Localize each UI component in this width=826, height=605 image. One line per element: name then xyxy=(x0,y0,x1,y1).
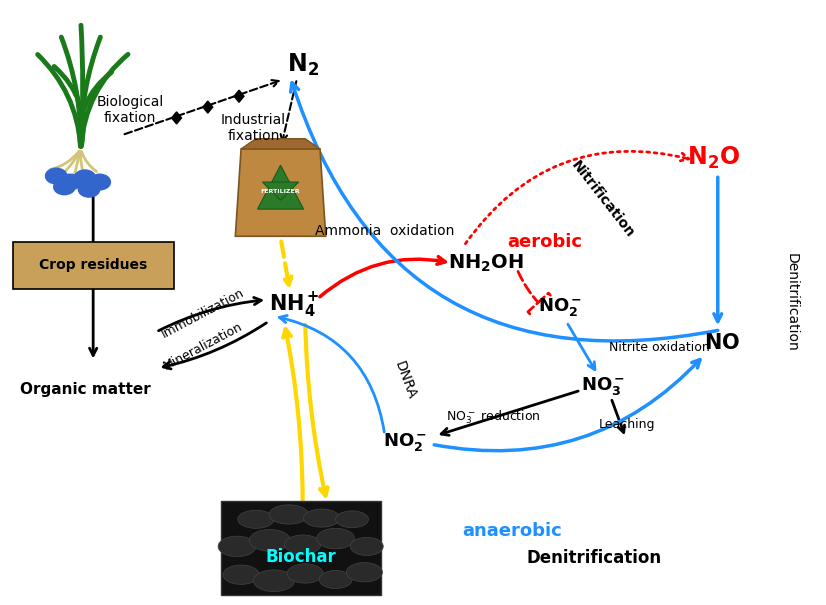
Polygon shape xyxy=(234,90,244,102)
Text: Nitrite oxidation: Nitrite oxidation xyxy=(610,341,710,353)
Text: Biological
fixation: Biological fixation xyxy=(97,95,164,125)
Ellipse shape xyxy=(316,528,354,549)
Text: Biochar: Biochar xyxy=(265,548,336,566)
Circle shape xyxy=(78,182,100,197)
Ellipse shape xyxy=(287,564,323,583)
Text: Leaching: Leaching xyxy=(599,417,656,431)
Ellipse shape xyxy=(285,535,320,554)
Text: NO$_3^-$ reduction: NO$_3^-$ reduction xyxy=(446,408,541,426)
Text: $\mathbf{NO_2^-}$: $\mathbf{NO_2^-}$ xyxy=(383,431,428,453)
Text: Ammonia  oxidation: Ammonia oxidation xyxy=(316,224,454,238)
Text: $\mathbf{NH_2OH}$: $\mathbf{NH_2OH}$ xyxy=(448,253,524,274)
Text: Mineralization: Mineralization xyxy=(160,319,244,372)
FancyBboxPatch shape xyxy=(221,501,381,595)
Ellipse shape xyxy=(303,509,339,527)
Circle shape xyxy=(45,168,67,184)
Text: $\mathbf{NO}$: $\mathbf{NO}$ xyxy=(704,333,740,353)
Ellipse shape xyxy=(269,505,308,524)
FancyBboxPatch shape xyxy=(13,241,173,289)
Text: $\mathbf{NO_2^-}$: $\mathbf{NO_2^-}$ xyxy=(538,296,582,318)
Text: anaerobic: anaerobic xyxy=(463,522,563,540)
Text: Denitrification: Denitrification xyxy=(785,253,799,352)
Text: aerobic: aerobic xyxy=(508,234,582,251)
Ellipse shape xyxy=(350,537,383,555)
Text: Organic matter: Organic matter xyxy=(20,382,150,397)
Ellipse shape xyxy=(249,529,291,551)
Ellipse shape xyxy=(238,510,274,528)
Circle shape xyxy=(54,179,75,195)
Text: $\mathbf{NO_3^-}$: $\mathbf{NO_3^-}$ xyxy=(581,374,624,397)
Polygon shape xyxy=(241,139,320,149)
Text: Immobilization: Immobilization xyxy=(159,286,246,341)
Text: FERTILIZER: FERTILIZER xyxy=(261,189,301,194)
Polygon shape xyxy=(172,112,182,124)
Text: Denitrification: Denitrification xyxy=(527,549,662,567)
Text: Crop residues: Crop residues xyxy=(39,258,147,272)
Polygon shape xyxy=(258,165,303,209)
Text: Nitrification: Nitrification xyxy=(568,158,637,240)
Polygon shape xyxy=(263,182,299,200)
Text: Industrial
fixation: Industrial fixation xyxy=(221,113,286,143)
Text: DNRA: DNRA xyxy=(392,360,419,402)
Polygon shape xyxy=(203,101,213,113)
Ellipse shape xyxy=(223,565,259,584)
Text: $\mathbf{N_2}$: $\mathbf{N_2}$ xyxy=(287,51,319,77)
Ellipse shape xyxy=(335,511,368,528)
Circle shape xyxy=(59,174,81,190)
Text: $\mathbf{NH_4^+}$: $\mathbf{NH_4^+}$ xyxy=(269,291,320,320)
Ellipse shape xyxy=(254,570,295,592)
Ellipse shape xyxy=(319,571,352,589)
Ellipse shape xyxy=(346,563,382,582)
Circle shape xyxy=(89,174,111,190)
Ellipse shape xyxy=(218,536,256,557)
Text: $\mathbf{N_2O}$: $\mathbf{N_2O}$ xyxy=(687,145,740,171)
Polygon shape xyxy=(235,149,325,237)
Circle shape xyxy=(74,170,96,186)
